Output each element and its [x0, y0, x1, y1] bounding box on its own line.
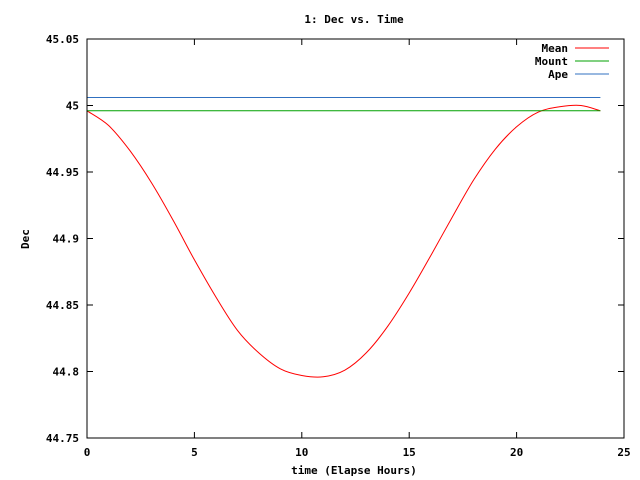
x-tick-label: 20: [510, 446, 523, 459]
chart-title: 1: Dec vs. Time: [304, 13, 404, 26]
y-axis-label: Dec: [19, 229, 32, 249]
y-tick-label: 44.85: [46, 299, 79, 312]
plot-area-border: [86, 38, 625, 439]
y-tick-label: 44.8: [53, 366, 80, 379]
x-axis-label: time (Elapse Hours): [291, 464, 417, 477]
x-tick-label: 10: [295, 446, 308, 459]
y-tick-label: 44.75: [46, 432, 79, 445]
y-tick-label: 44.9: [53, 233, 80, 246]
y-tick-label: 45: [66, 100, 79, 113]
x-tick-label: 15: [403, 446, 416, 459]
x-tick-label: 5: [191, 446, 198, 459]
legend-label-mount: Mount: [535, 55, 568, 68]
y-tick-label: 44.95: [46, 166, 79, 179]
x-tick-label: 0: [84, 446, 91, 459]
legend-label-ape: Ape: [548, 68, 568, 81]
legend-label-mean: Mean: [542, 42, 569, 55]
x-tick-label: 25: [617, 446, 630, 459]
series-lines: [86, 97, 601, 378]
series-line-mean: [86, 104, 601, 378]
axis-ticks: 0 5 10 15 20 25 44.75 44.8 44.85 44.9 44.95 45 45.05: [46, 33, 631, 459]
y-tick-label: 45.05: [46, 33, 79, 46]
